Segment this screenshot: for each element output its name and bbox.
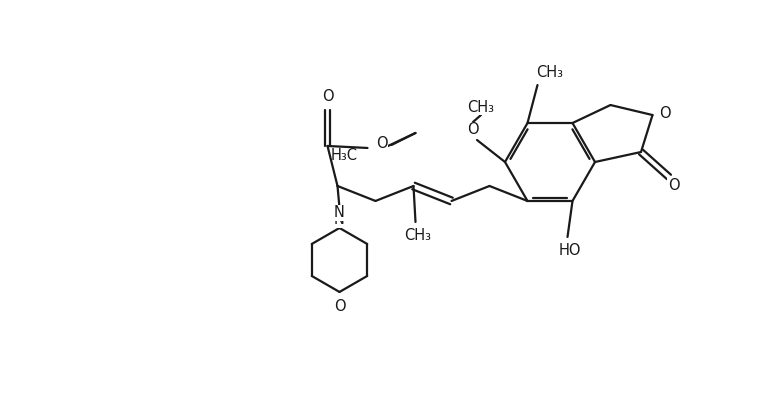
Text: N: N	[334, 205, 345, 220]
Text: O: O	[376, 136, 387, 152]
Text: O: O	[334, 299, 346, 315]
Text: O: O	[321, 89, 334, 105]
Text: O: O	[659, 105, 670, 121]
Text: CH₃: CH₃	[404, 228, 431, 244]
Text: H₃C: H₃C	[330, 149, 358, 163]
Text: O: O	[669, 178, 680, 192]
Text: O: O	[467, 123, 479, 137]
Text: CH₃: CH₃	[468, 100, 494, 115]
Text: N: N	[334, 213, 345, 228]
Text: HO: HO	[558, 244, 581, 258]
Text: CH₃: CH₃	[536, 65, 563, 79]
